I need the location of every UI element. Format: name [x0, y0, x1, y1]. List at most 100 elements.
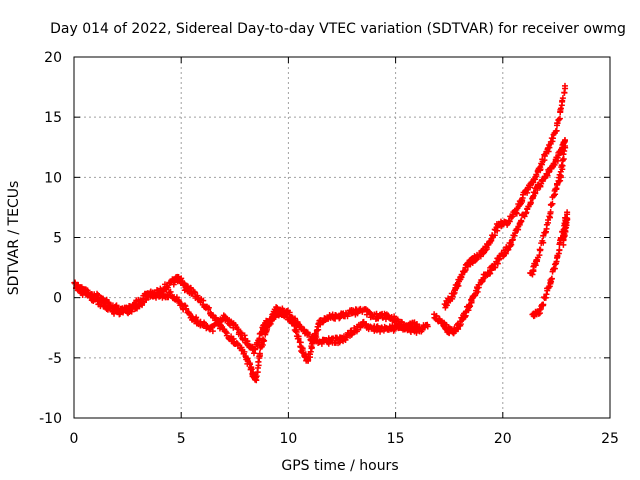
data-point	[200, 297, 207, 304]
y-tick-label: 0	[53, 291, 62, 307]
data-point	[107, 303, 114, 310]
data-point	[255, 358, 262, 365]
data-point	[187, 285, 194, 291]
data-point	[532, 262, 539, 269]
series-track-3	[431, 137, 568, 337]
data-point	[534, 187, 541, 194]
data-point	[336, 339, 343, 346]
data-point	[433, 313, 440, 320]
data-point	[413, 329, 420, 336]
data-point	[450, 290, 457, 297]
data-point	[546, 144, 553, 151]
data-point	[554, 253, 561, 260]
y-tick-label: 10	[44, 170, 62, 186]
data-point	[554, 181, 561, 188]
data-point	[488, 237, 495, 244]
data-point	[160, 288, 167, 295]
series-track-2	[73, 282, 421, 357]
data-point	[186, 310, 193, 317]
data-point	[258, 330, 265, 337]
data-point	[492, 264, 499, 271]
data-point	[527, 200, 534, 207]
data-point	[222, 329, 229, 336]
data-point	[414, 321, 421, 328]
series-track-7	[559, 215, 571, 248]
data-point	[250, 350, 257, 357]
data-point	[557, 105, 564, 112]
data-point	[559, 156, 566, 163]
data-point	[564, 215, 571, 222]
data-point	[521, 213, 528, 220]
data-point	[491, 232, 498, 239]
data-point	[124, 309, 131, 316]
data-point	[255, 339, 262, 346]
data-point	[467, 303, 474, 310]
tick-layer: 0 5 10 15 20 25 -10 -5 0 5 10 15 20	[39, 50, 619, 447]
data-point	[540, 239, 547, 246]
series-track-4	[441, 82, 569, 311]
data-point	[343, 334, 350, 341]
data-point	[244, 338, 251, 345]
data-point	[561, 148, 568, 155]
data-point	[505, 246, 512, 253]
data-point	[252, 345, 259, 352]
data-point	[256, 350, 263, 357]
data-point	[191, 289, 198, 296]
data-point	[256, 335, 263, 342]
y-tick-label: 15	[44, 110, 62, 126]
data-point	[524, 189, 531, 196]
data-point	[194, 292, 201, 299]
data-point	[548, 275, 555, 282]
data-point	[164, 284, 171, 291]
data-point	[549, 200, 556, 207]
data-point	[313, 333, 320, 340]
data-point	[261, 337, 268, 344]
data-point	[555, 116, 562, 123]
data-point	[461, 313, 468, 320]
data-point	[545, 219, 552, 226]
data-point	[336, 315, 343, 322]
data-point	[247, 361, 254, 368]
data-point	[544, 172, 551, 179]
data-point	[529, 193, 536, 200]
x-tick-label: 10	[279, 431, 297, 447]
data-point	[455, 326, 462, 333]
data-point	[553, 127, 560, 134]
data-point	[564, 209, 571, 216]
data-point	[217, 318, 224, 325]
data-point	[536, 306, 543, 313]
data-point	[494, 260, 501, 267]
data-point	[556, 115, 563, 122]
data-point	[209, 328, 216, 335]
y-tick-label: -5	[48, 351, 62, 367]
data-point	[537, 305, 544, 312]
x-tick-label: 15	[387, 431, 405, 447]
data-point	[545, 148, 552, 155]
data-point	[536, 252, 543, 259]
y-tick-label: 5	[53, 231, 62, 247]
data-point	[72, 279, 79, 286]
data-point	[457, 321, 464, 328]
data-point	[506, 218, 513, 225]
data-point	[561, 82, 568, 89]
data-point	[518, 218, 525, 225]
data-point	[424, 323, 431, 330]
chart-title: Day 014 of 2022, Sidereal Day-to-day VTE…	[50, 21, 626, 37]
data-point	[537, 246, 544, 253]
data-point	[487, 270, 494, 277]
data-point	[561, 137, 568, 144]
data-point	[315, 326, 322, 333]
data-point	[543, 291, 550, 298]
data-point	[193, 314, 200, 321]
series-track-6	[527, 143, 569, 278]
data-point	[111, 310, 118, 317]
data-point	[223, 330, 230, 337]
data-point	[412, 324, 419, 331]
data-point	[472, 257, 479, 264]
x-tick-label: 20	[494, 431, 512, 447]
y-tick-label: -10	[39, 411, 62, 427]
data-point	[559, 95, 566, 102]
data-point	[294, 320, 301, 327]
data-point	[540, 301, 547, 308]
